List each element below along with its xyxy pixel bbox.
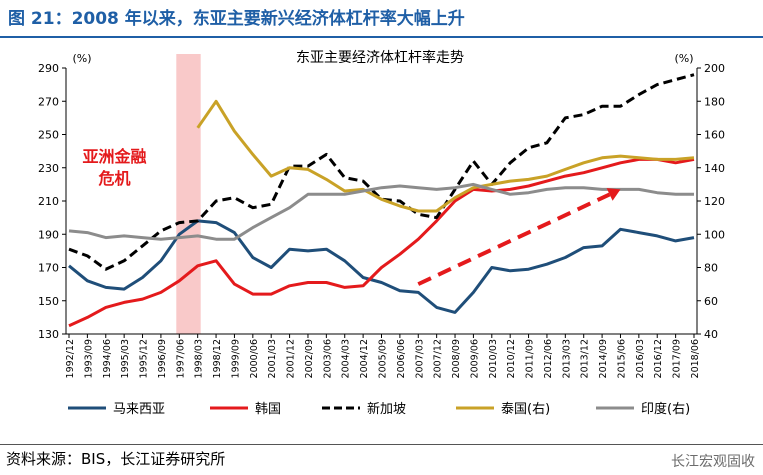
x-tick-label: 2006/06 — [396, 339, 407, 378]
x-tick-label: 1998/03 — [194, 339, 205, 378]
series-line-india — [68, 182, 694, 241]
left-tick-label: 170 — [38, 262, 59, 275]
source-note: 资料来源：BIS，长江证券研究所 — [6, 450, 226, 468]
chart-title: 东亚主要经济体杠杆率走势 — [296, 49, 464, 66]
left-tick-label: 250 — [38, 129, 59, 142]
left-tick-label: 190 — [38, 228, 59, 241]
x-tick-label: 2009/06 — [469, 339, 480, 378]
x-tick-label: 2008/09 — [451, 339, 462, 378]
leverage-line-chart: 东亚主要经济体杠杆率走势 (%) (%) 130 150 170 190 210 230 2… — [38, 49, 725, 417]
left-tick-label: 270 — [38, 95, 59, 108]
x-tick-label: 1995/03 — [120, 339, 131, 378]
x-tick-label: 2004/03 — [341, 339, 352, 378]
legend-label-singapore: 新加坡 — [367, 401, 406, 417]
trend-arrow-shaft — [417, 192, 611, 286]
x-tick-label: 2004/12 — [359, 339, 370, 378]
left-axis-unit: (%) — [72, 52, 91, 65]
right-tick-label: 40 — [704, 328, 718, 341]
x-tick-label: 2002/09 — [304, 339, 315, 378]
legend-label-india: 印度(右) — [641, 401, 690, 417]
trend-arrow-head — [606, 188, 621, 201]
left-tick-label: 290 — [38, 62, 59, 75]
right-tick-label: 180 — [704, 95, 725, 108]
right-tick-label: 80 — [704, 262, 718, 275]
x-tick-label: 2016/03 — [635, 339, 646, 378]
x-tick-label: 2001/12 — [286, 339, 297, 378]
x-tick-label: 2015/06 — [616, 339, 627, 378]
watermark-text: 长江宏观固收 — [671, 454, 755, 470]
x-tick-label: 2018/06 — [690, 339, 701, 378]
right-tick-label: 160 — [704, 129, 725, 142]
series-line-thailand — [196, 99, 695, 213]
crisis-label-line: 危机 — [98, 169, 130, 188]
x-tick-label: 2007/12 — [433, 339, 444, 378]
x-tick-label: 2001/03 — [267, 339, 278, 378]
right-tick-label: 60 — [704, 295, 718, 308]
x-tick-label: 1998/12 — [212, 339, 223, 378]
x-tick-label: 1997/06 — [175, 339, 186, 378]
x-tick-label: 1996/09 — [157, 339, 168, 378]
title-divider — [0, 36, 763, 38]
right-tick-label: 140 — [704, 162, 725, 175]
x-tick-label: 2010/03 — [488, 339, 499, 378]
x-tick-label: 2011/09 — [525, 339, 536, 378]
x-tick-label: 1992/12 — [65, 339, 76, 378]
x-tick-label: 1994/06 — [102, 339, 113, 378]
x-tick-label: 2014/09 — [598, 339, 609, 378]
left-tick-label: 230 — [38, 162, 59, 175]
x-tick-label: 2013/03 — [561, 339, 572, 378]
x-tick-label: 2016/12 — [653, 339, 664, 378]
legend-label-korea: 韩国 — [255, 402, 281, 417]
x-tick-label: 2003/06 — [322, 339, 333, 378]
crisis-label-line: 亚洲金融 — [82, 147, 146, 166]
left-tick-label: 210 — [38, 195, 59, 208]
left-tick-label: 150 — [38, 295, 59, 308]
x-tick-label: 1993/09 — [83, 339, 94, 378]
series-line-korea — [68, 157, 695, 328]
right-tick-label: 120 — [704, 195, 725, 208]
series-line-singapore — [68, 73, 695, 271]
right-tick-label: 100 — [704, 228, 725, 241]
legend-label-thailand: 泰国(右) — [501, 402, 550, 417]
series-line-malaysia — [68, 219, 695, 314]
right-axis-unit: (%) — [674, 52, 693, 65]
left-tick-label: 130 — [38, 328, 59, 341]
x-tick-label: 2005/09 — [378, 339, 389, 378]
legend-label-malaysia: 马来西亚 — [113, 402, 165, 417]
x-tick-label: 2012/06 — [543, 339, 554, 378]
x-tick-label: 2010/12 — [506, 339, 517, 378]
x-tick-label: 2000/06 — [249, 339, 260, 378]
crisis-band — [176, 54, 201, 334]
x-tick-label: 1999/09 — [230, 339, 241, 378]
x-tick-label: 2013/12 — [580, 339, 591, 378]
figure-title: 图 21：2008 年以来，东亚主要新兴经济体杠杆率大幅上升 — [8, 9, 465, 29]
x-tick-label: 2007/03 — [414, 339, 425, 378]
x-tick-label: 2017/09 — [672, 339, 683, 378]
x-tick-label: 1995/12 — [139, 339, 150, 378]
footer-divider — [0, 444, 763, 445]
right-tick-label: 200 — [704, 62, 725, 75]
